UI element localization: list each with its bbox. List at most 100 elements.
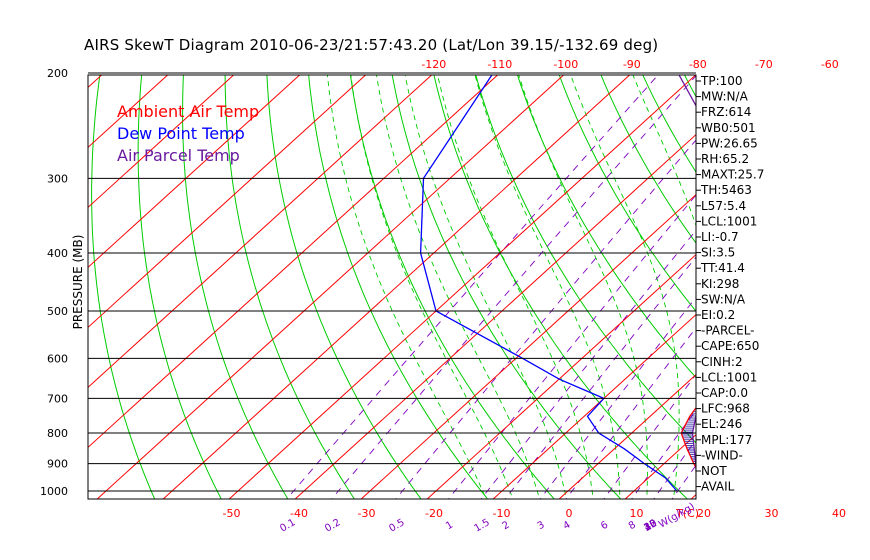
isotherm: [0, 0, 266, 516]
moist-adiabat: [752, 0, 814, 504]
index-item: SI:3.5: [701, 246, 735, 260]
isotherm: [88, 75, 235, 209]
bottom-temperature-tick-label: -40: [290, 507, 308, 520]
mixing-ratio-line: [447, 194, 696, 499]
mixing-ratio-line: [480, 229, 696, 499]
plot-frame: [87, 72, 697, 500]
mixing-ratio-line: [671, 464, 696, 499]
pressure-tick-label: 900: [47, 458, 68, 471]
pressure-tick-label: 400: [47, 247, 68, 260]
index-item: TT:41.4: [700, 261, 745, 275]
mixing-ratio-tick-label: 2: [501, 519, 512, 532]
mixing-ratio-tick-label: 4: [561, 519, 572, 532]
pressure-tick-label: 500: [47, 305, 68, 318]
dry-adiabat: [137, 75, 222, 499]
isotherm: [805, 0, 870, 516]
bottom-temperature-tick-label: 20: [697, 507, 711, 520]
index-item: TP:100: [700, 74, 743, 88]
index-item: LCL:1001: [701, 214, 757, 228]
index-item: LI:-0.7: [701, 230, 739, 244]
index-item: EI:0.2: [701, 308, 735, 322]
index-item: -WIND-: [701, 448, 743, 462]
top-temperature-tick-label: -60: [821, 58, 839, 71]
dry-adiabat: [722, 0, 870, 504]
air-parcel-temp-line: [678, 75, 696, 490]
isotherm: [426, 253, 696, 499]
dry-adiabat: [600, 75, 696, 244]
index-item: WB0:501: [701, 121, 756, 135]
index-item: CAP:0.0: [701, 386, 748, 400]
top-temperature-tick-label: -90: [623, 58, 641, 71]
mixing-ratio-tick-label: 0.5: [387, 517, 406, 534]
index-item: MAXT:25.7: [701, 168, 764, 182]
top-temperature-tick-label: -110: [487, 58, 512, 71]
mixing-ratio-line: [747, 0, 870, 504]
moist-adiabat: [632, 75, 696, 228]
top-temperature-tick-label: -120: [421, 58, 446, 71]
mixing-ratio-tick-label: 1: [444, 520, 455, 533]
dry-adiabat: [683, 75, 696, 98]
moist-adiabat: [779, 0, 870, 504]
pressure-tick-label: 700: [47, 392, 68, 405]
legend: Ambient Air Temp Dew Point Temp Air Parcel…: [117, 102, 259, 165]
isotherm: [558, 373, 696, 499]
isotherm: [88, 75, 499, 449]
legend-entry: Dew Point Temp: [117, 124, 245, 143]
dry-adiabat: [391, 75, 622, 499]
index-item: PW:26.65: [701, 136, 758, 150]
isotherm: [162, 75, 631, 499]
ambient-air-temp-line: [680, 406, 696, 469]
bottom-temperature-tick-label: -10: [493, 507, 511, 520]
isotherm: [88, 75, 433, 389]
index-item: LCL:1001: [701, 370, 757, 384]
dry-adiabat: [859, 0, 870, 504]
isotherm: [739, 0, 870, 516]
dry-adiabat: [433, 75, 689, 499]
bottom-temperature-tick-label: -30: [358, 507, 376, 520]
mixing-ratio-tick-label: 3: [536, 519, 547, 532]
index-item: LFC:968: [701, 402, 750, 416]
isotherm: [360, 193, 696, 499]
dry-adiabat: [0, 0, 4, 504]
pressure-tick-label: 800: [47, 427, 68, 440]
pressure-tick-label: 200: [47, 67, 68, 80]
index-item: KI:298: [701, 277, 739, 291]
bottom-temperature-tick-label: 40: [832, 507, 846, 520]
mixing-ratio-tick-label: 0.2: [323, 517, 342, 534]
isotherm: [88, 75, 301, 269]
index-item: RH:65.2: [701, 152, 749, 166]
isotherm: [96, 75, 565, 499]
index-item: L57:5.4: [701, 199, 746, 213]
dry-adiabat: [182, 75, 289, 499]
mixing-ratio-line: [767, 0, 870, 504]
mixing-ratio-line: [631, 409, 696, 499]
mixing-ratio-tick-label: 6: [599, 519, 610, 532]
pressure-tick-label: 1000: [40, 485, 68, 498]
dry-adiabat: [558, 75, 696, 313]
dry-adiabat: [790, 0, 870, 504]
dry-adiabat: [0, 0, 38, 504]
dry-adiabat: [756, 0, 870, 504]
dry-adiabat: [308, 75, 489, 499]
index-item: MPL:177: [701, 433, 752, 447]
dry-adiabat: [475, 75, 696, 444]
dew-point-temp-line: [419, 75, 678, 492]
dry-adiabat: [642, 75, 696, 173]
pressure-tick-label: 300: [47, 172, 68, 185]
moist-adiabat: [437, 75, 594, 499]
axis-labels: 1002003004005006007008009001000PRESSURE …: [40, 58, 846, 535]
index-item: EL:246: [701, 417, 742, 431]
dry-adiabat: [266, 75, 422, 499]
index-item: TH:5463: [700, 183, 752, 197]
bottom-temperature-tick-label: 30: [765, 507, 779, 520]
index-item: CAPE:650: [701, 339, 759, 353]
moist-adiabat: [350, 75, 514, 499]
mixing-ratio-tick-label: 8: [627, 519, 638, 532]
dry-adiabat: [516, 75, 696, 379]
index-item: NOT: [701, 464, 727, 478]
isotherm: [492, 313, 696, 499]
index-item: MW:N/A: [701, 90, 749, 104]
legend-entry: Air Parcel Temp: [117, 146, 240, 165]
